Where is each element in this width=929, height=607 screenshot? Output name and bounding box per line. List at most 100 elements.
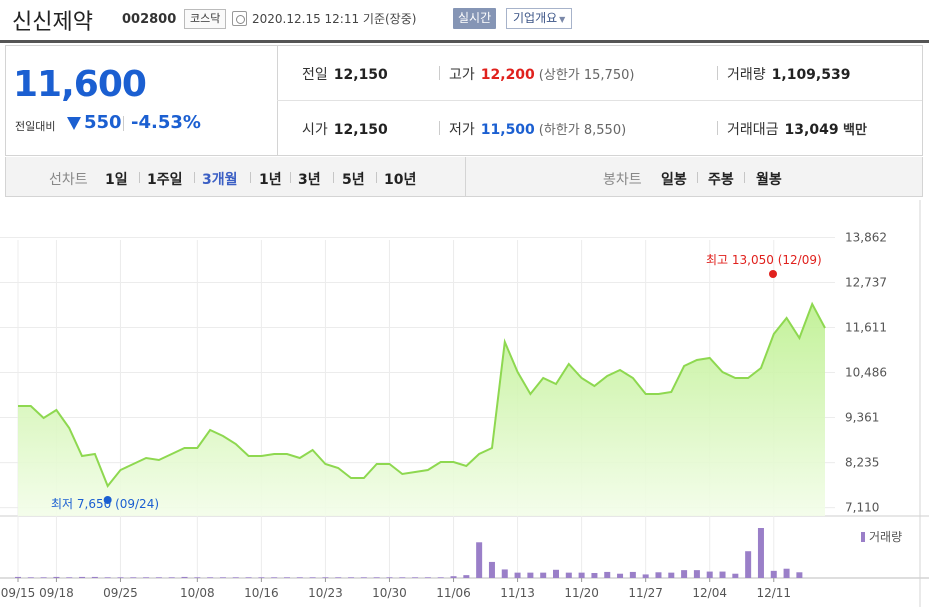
- period-3m[interactable]: 3개월: [202, 172, 238, 188]
- volume-bar: [309, 577, 316, 578]
- candle-weekly[interactable]: 주봉: [708, 172, 734, 188]
- period-10y[interactable]: 10년: [384, 172, 417, 188]
- chart-toolbar: 선차트 1일 1주일 3개월 1년 3년 5년 10년 봉차트 일봉 주봉 월봉: [5, 157, 923, 197]
- period-1w[interactable]: 1주일: [147, 172, 183, 188]
- volume-bar: [91, 576, 98, 578]
- high-marker: [769, 270, 777, 278]
- volume-bar: [501, 569, 508, 578]
- volume-bar: [245, 577, 252, 578]
- period-1d[interactable]: 1일: [105, 172, 128, 188]
- low-value: 11,500: [480, 122, 535, 138]
- company-overview-dropdown[interactable]: 기업개요 ▼: [506, 8, 573, 29]
- cell-divider: [439, 66, 440, 80]
- low-label: 저가: [449, 122, 475, 138]
- open-cell: 시가 12,150: [302, 119, 388, 139]
- toolbar-divider: [376, 172, 377, 183]
- realtime-button[interactable]: 실시간: [453, 8, 497, 29]
- amount-label: 거래대금: [727, 122, 779, 138]
- y-tick-label: 13,862: [845, 231, 887, 245]
- high-annotation: 최고 13,050 (12/09): [706, 253, 822, 267]
- volume-bar: [745, 551, 752, 578]
- volume-label: 거래량: [727, 67, 766, 83]
- volume-bar: [181, 576, 188, 578]
- volume-bar: [258, 577, 265, 578]
- period-1y[interactable]: 1년: [259, 172, 282, 188]
- volume-bar: [629, 571, 636, 578]
- volume-bar: [463, 575, 470, 578]
- low-marker: [103, 496, 112, 504]
- company-name: 신신제약: [12, 10, 93, 35]
- volume-value: 1,109,539: [771, 67, 851, 83]
- volume-cell: 거래량 1,109,539: [727, 64, 850, 84]
- x-tick-label: 09/25: [103, 586, 138, 600]
- volume-bar: [757, 528, 764, 578]
- market-badge: 코스닥: [184, 9, 227, 29]
- stock-code: 002800: [122, 12, 177, 27]
- company-overview-label: 기업개요: [513, 11, 558, 25]
- volume-bar: [617, 573, 624, 578]
- high-value: 12,200: [480, 67, 535, 83]
- volume-bar: [40, 577, 47, 578]
- open-label: 시가: [302, 122, 328, 138]
- price-area: [18, 304, 825, 516]
- x-tick-label: 12/04: [692, 586, 727, 600]
- volume-bar: [15, 576, 21, 578]
- upper-limit: (상한가 15,750): [538, 68, 635, 83]
- volume-bar: [591, 573, 598, 578]
- change-percent: -4.53%: [131, 112, 201, 133]
- volume-bar: [604, 571, 611, 578]
- clock-icon: [232, 11, 247, 26]
- toolbar-divider: [290, 172, 291, 183]
- volume-bars: 거래량: [15, 528, 902, 578]
- x-tick-label: 09/18: [39, 586, 74, 600]
- cell-divider: [717, 66, 718, 80]
- prev-close-cell: 전일 12,150: [302, 64, 388, 84]
- volume-bar: [143, 577, 150, 578]
- y-tick-label: 9,361: [845, 411, 879, 425]
- volume-bar: [527, 572, 534, 578]
- volume-bar: [565, 572, 572, 578]
- x-tick-label: 11/20: [564, 586, 599, 600]
- change-label: 전일대비: [15, 120, 56, 133]
- x-tick-label: 09/15: [1, 586, 36, 600]
- volume-bar: [424, 577, 431, 578]
- toolbar-divider: [250, 172, 251, 183]
- volume-legend-label: 거래량: [869, 530, 902, 544]
- volume-bar: [104, 577, 111, 578]
- volume-bar: [386, 577, 393, 578]
- candle-daily[interactable]: 일봉: [661, 172, 687, 188]
- volume-bar: [66, 577, 73, 578]
- x-tick-label: 10/08: [180, 586, 215, 600]
- x-axis-ticks: 09/15 09/18 09/25 10/08 10/16 10/23 10/30 11/06…: [1, 586, 791, 600]
- change-divider: [123, 116, 124, 131]
- x-tick-label: 10/23: [308, 586, 343, 600]
- x-tick-label: 12/11: [756, 586, 791, 600]
- amount-cell: 거래대금 13,049 백만: [727, 119, 867, 139]
- lower-limit: (하한가 8,550): [538, 123, 627, 138]
- volume-bar: [476, 542, 483, 578]
- volume-bar: [335, 577, 342, 578]
- volume-bar: [194, 577, 201, 578]
- price-chart[interactable]: 13,86212,73711,61110,4869,3618,2357,110 …: [0, 200, 929, 607]
- current-price: 11,600: [13, 64, 147, 105]
- price-line: [18, 301, 826, 488]
- volume-bar: [207, 577, 214, 578]
- volume-bar: [553, 569, 559, 578]
- volume-bar: [219, 577, 226, 578]
- prev-close-value: 12,150: [333, 67, 388, 83]
- y-tick-label: 10,486: [845, 366, 887, 380]
- stock-header: 신신제약 002800 코스닥 2020.12.15 12:11 기준(장중) …: [0, 0, 929, 40]
- candle-monthly[interactable]: 월봉: [756, 172, 782, 188]
- period-5y[interactable]: 5년: [342, 172, 365, 188]
- y-tick-label: 11,611: [845, 321, 887, 335]
- volume-bar: [488, 561, 495, 578]
- volume-bar: [412, 577, 419, 578]
- volume-bar: [322, 577, 329, 578]
- quote-row-divider: [277, 100, 922, 101]
- y-tick-label: 8,235: [845, 456, 879, 470]
- period-3y[interactable]: 3년: [298, 172, 321, 188]
- toolbar-divider: [194, 172, 195, 183]
- volume-bar: [732, 573, 739, 578]
- chart-markers: 최저 7,650 (09/24) 최고 13,050 (12/09): [51, 253, 822, 511]
- volume-bar: [719, 571, 726, 578]
